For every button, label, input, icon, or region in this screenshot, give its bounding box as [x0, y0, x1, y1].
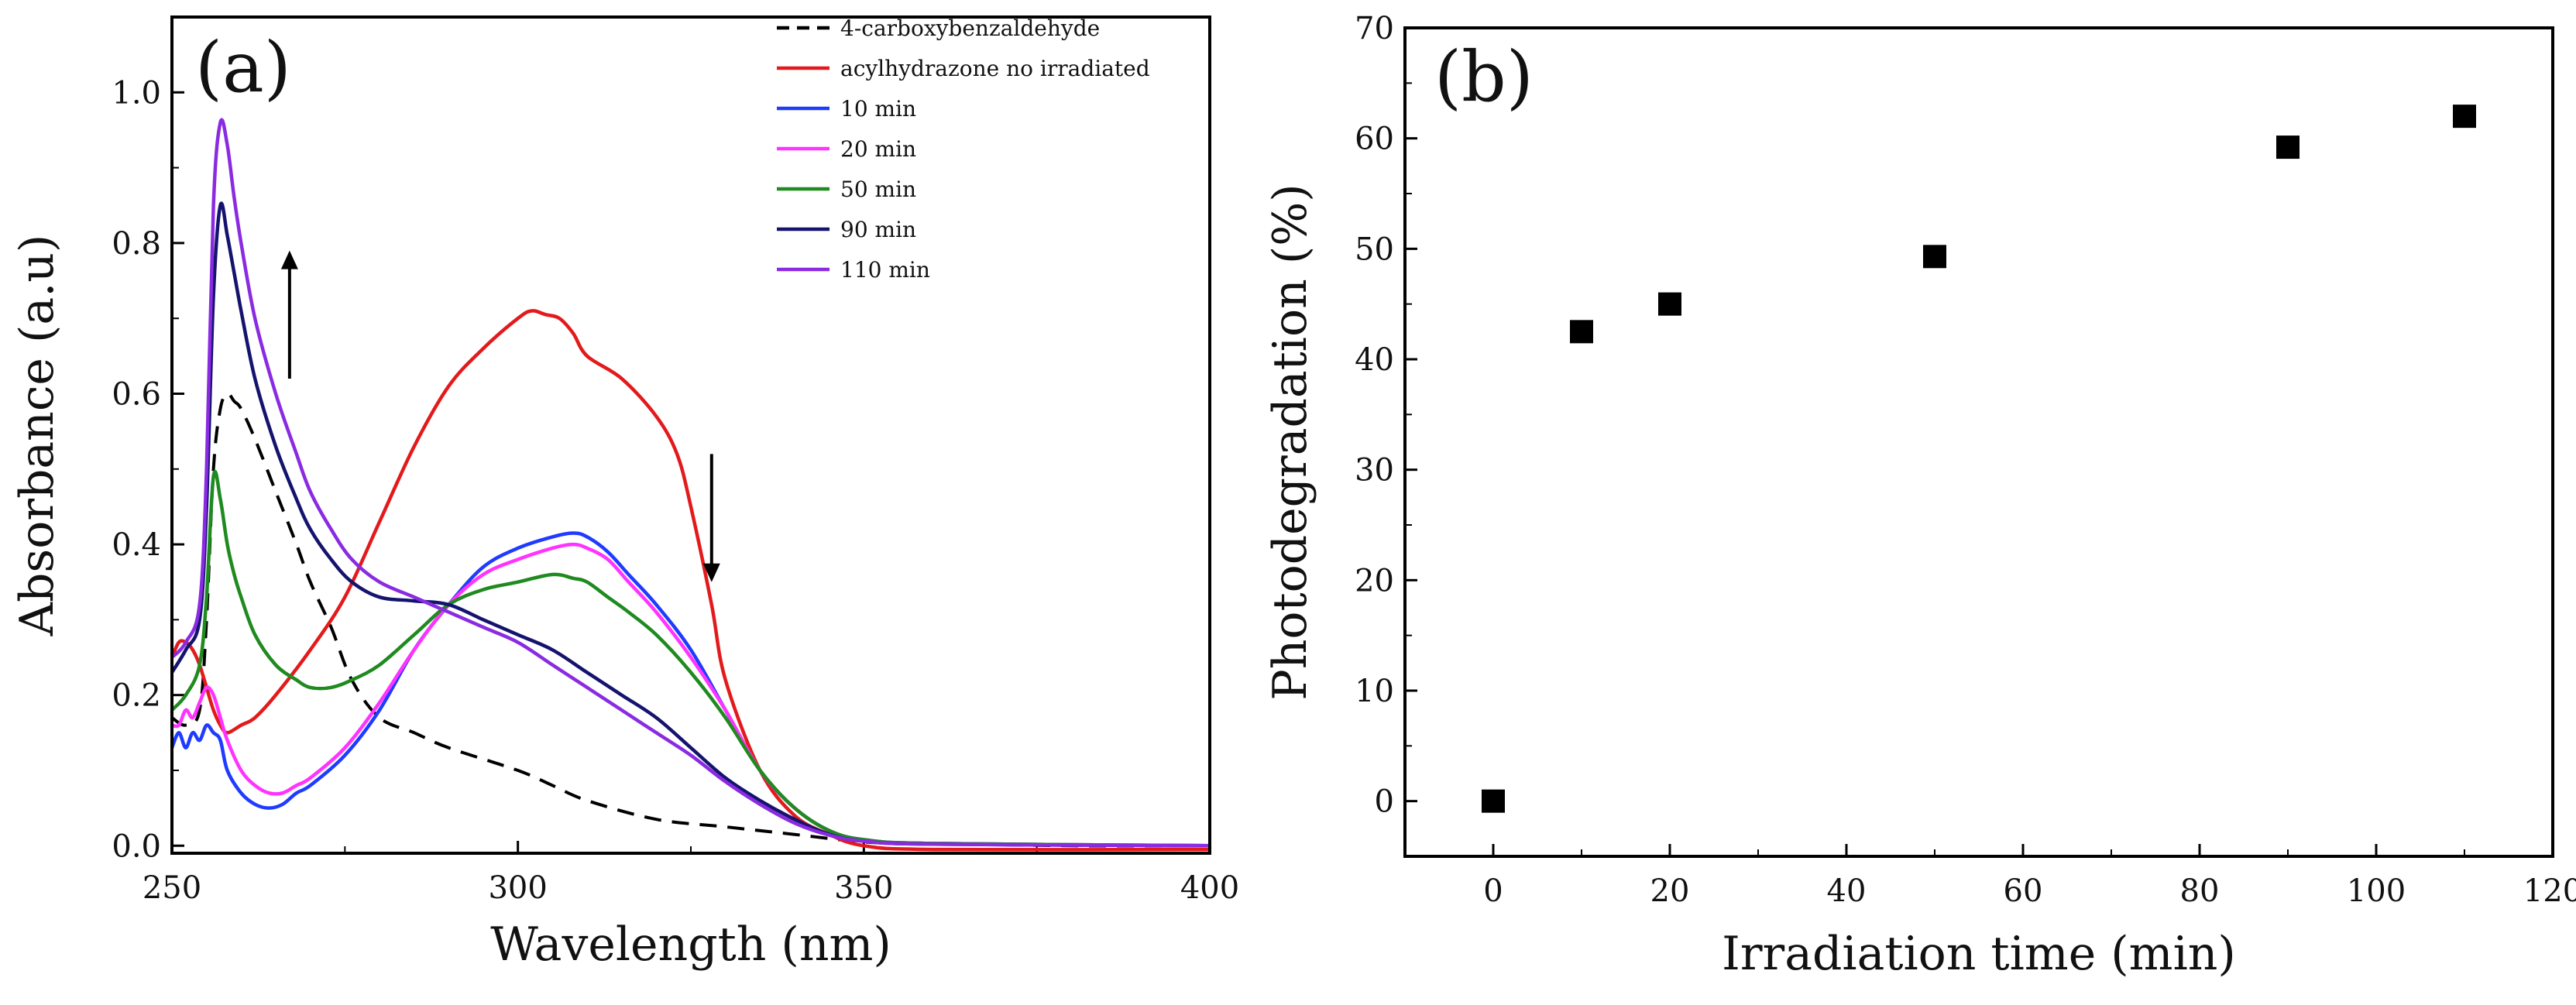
data-point-marker [2276, 135, 2300, 159]
panel-a-x-tick-label: 300 [488, 870, 547, 906]
legend-label-acylhydrazone-no-irradiated: acylhydrazone no irradiated [840, 56, 1150, 81]
panel-a-ticks: 250 300 350 400 0.0 0.2 0.4 0.6 0.8 1.0 [112, 16, 1239, 906]
panel-a-plot-frame [170, 15, 1211, 855]
panel-b-points-group [1482, 105, 2476, 813]
panel-a-y-tick-label: 0.4 [112, 527, 161, 563]
panel-b-x-axis-title: Irradiation time (min) [1722, 927, 2236, 981]
panel-b-plot-frame [1403, 26, 2554, 858]
panel-b-x-tick-label: 80 [2180, 873, 2220, 909]
panel-a-series-group [170, 118, 1211, 852]
panel-a-y-tick-label: 1.0 [112, 75, 161, 111]
panel-b-x-tick-label: 100 [2347, 873, 2406, 909]
arrow-up-head [280, 250, 298, 269]
series-line-90-min [170, 201, 1211, 848]
panel-b-y-tick-label: 70 [1355, 11, 1394, 46]
panel-b-y-tick-label: 0 [1375, 784, 1394, 820]
data-point-marker [1482, 789, 1505, 813]
panel-a-legend: 4-carboxybenzaldehyde acylhydrazone no ir… [777, 15, 1150, 283]
panel-a-x-tick-label: 400 [1180, 870, 1239, 906]
legend-label-50-min: 50 min [840, 177, 916, 202]
panel-a-x-tick-label: 250 [143, 870, 201, 906]
panel-b-x-tick-label: 20 [1650, 873, 1690, 909]
panel-b-y-tick-label: 40 [1355, 342, 1394, 378]
data-point-marker [2453, 105, 2476, 129]
panel-b-ticks: 0 20 40 60 80 100 120 0 10 20 30 40 50 60 70 [1355, 11, 2576, 909]
data-point-marker [1570, 320, 1593, 344]
panel-b-x-tick-label: 120 [2523, 873, 2576, 909]
panel-a-x-tick-label: 350 [834, 870, 893, 906]
legend-label-90-min: 90 min [840, 217, 916, 242]
panel-b-y-tick-label: 60 [1355, 122, 1394, 157]
series-line-acylhydrazone-no-irradiated [170, 309, 1211, 852]
panel-a-y-tick-label: 0.2 [112, 678, 161, 714]
legend-label-110-min: 110 min [840, 257, 930, 283]
panel-b-y-tick-label: 50 [1355, 232, 1394, 267]
panel-a-y-tick-label: 0.8 [112, 226, 161, 262]
series-line-110-min [170, 118, 1211, 848]
legend-label-4-carboxybenzaldehyde: 4-carboxybenzaldehyde [840, 15, 1100, 41]
panel-a-absorbance-chart: 250 300 350 400 0.0 0.2 0.4 0.6 0.8 1.0 4-carboxy… [10, 15, 1239, 972]
panel-b-y-tick-label: 10 [1355, 674, 1394, 709]
legend-label-20-min: 20 min [840, 136, 916, 162]
legend-label-10-min: 10 min [840, 96, 916, 122]
panel-b-photodegradation-chart: 0 20 40 60 80 100 120 0 10 20 30 40 50 60 70 (b) Irrad… [1263, 11, 2576, 981]
panel-b-label: (b) [1434, 36, 1534, 118]
panel-b-y-tick-label: 20 [1355, 563, 1394, 599]
arrow-down-head [702, 563, 720, 582]
series-line-4-carboxybenzaldehyde [170, 392, 1211, 848]
panel-a-label: (a) [195, 27, 291, 108]
data-point-marker [1923, 245, 1946, 269]
panel-b-x-tick-label: 40 [1827, 873, 1867, 909]
panel-a-y-tick-label: 0.6 [112, 376, 161, 412]
panel-a-y-axis-title: Absorbance (a.u) [10, 235, 64, 637]
panel-a-arrows [280, 250, 720, 582]
panel-a-x-axis-title: Wavelength (nm) [490, 918, 891, 972]
data-point-marker [1658, 292, 1681, 316]
panel-b-x-tick-label: 60 [2004, 873, 2043, 909]
panel-b-y-axis-title: Photodegradation (%) [1263, 184, 1317, 700]
panel-a-y-tick-label: 0.0 [112, 828, 161, 864]
panel-b-y-tick-label: 30 [1355, 453, 1394, 489]
panel-b-x-tick-label: 0 [1483, 873, 1503, 909]
series-line-20-min [171, 542, 1211, 848]
